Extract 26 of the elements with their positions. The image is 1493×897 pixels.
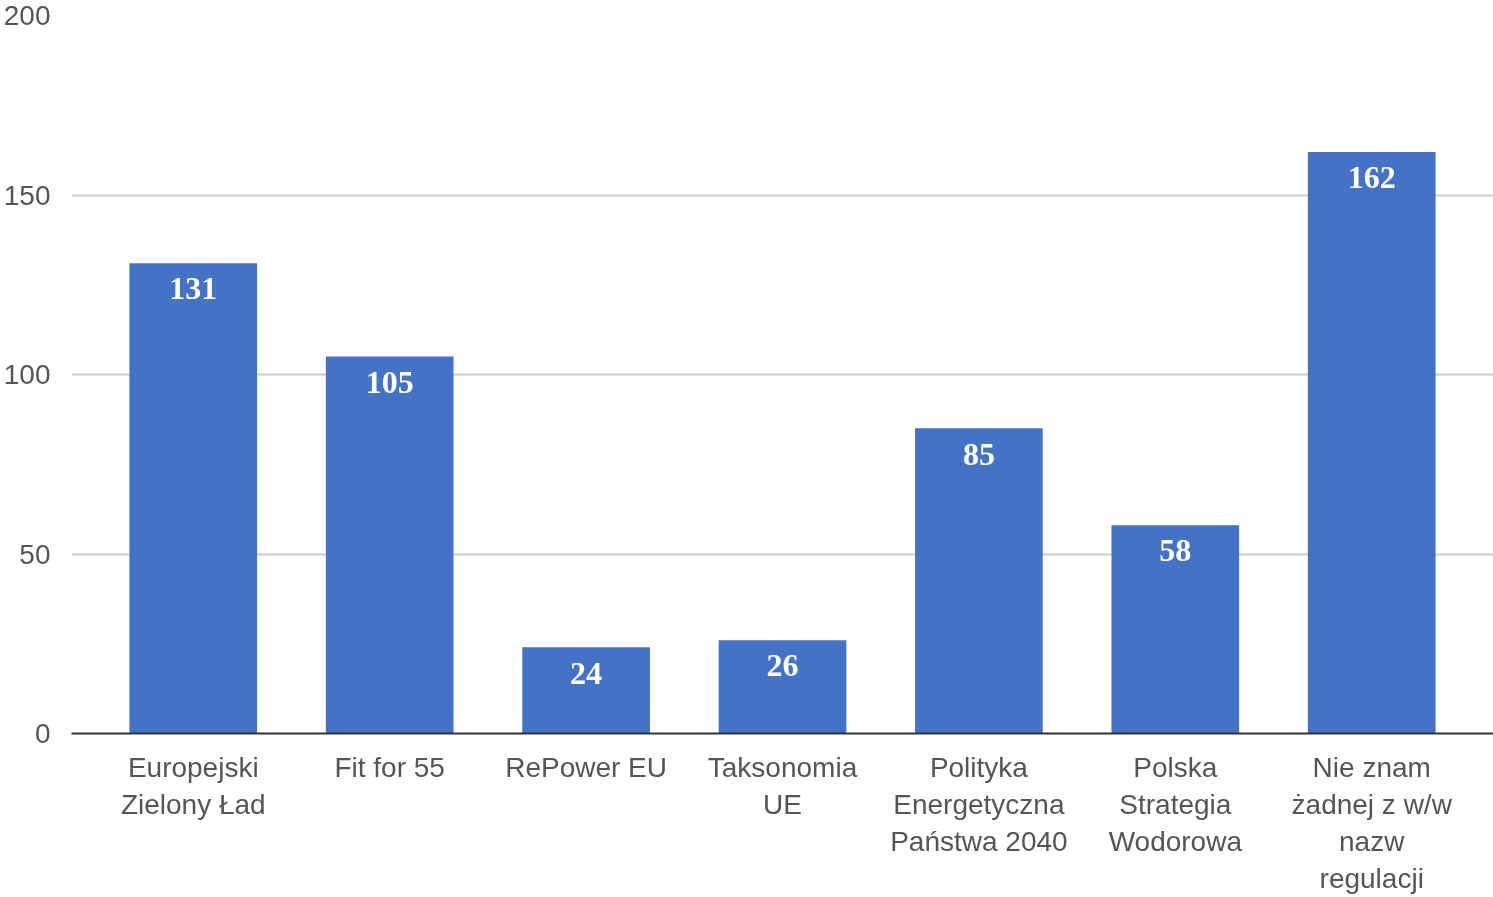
y-tick-label: 100 bbox=[3, 359, 51, 390]
x-tick-label: Europejski Zielony Ład bbox=[120, 751, 266, 820]
data-label: 131 bbox=[169, 270, 218, 307]
data-label: 24 bbox=[570, 654, 603, 691]
bar bbox=[718, 640, 847, 734]
bar bbox=[129, 263, 258, 734]
bar bbox=[522, 647, 650, 734]
data-label: 162 bbox=[1347, 159, 1396, 196]
x-tick-label: Fit for 55 bbox=[334, 751, 445, 783]
x-tick-label: Taksonomia UE bbox=[707, 751, 858, 820]
data-label: 105 bbox=[365, 363, 414, 400]
y-tick-label: 150 bbox=[3, 179, 51, 211]
data-label: 85 bbox=[962, 435, 995, 472]
bar bbox=[1111, 525, 1240, 734]
x-tick-label: Polska Strategia Wodorowa bbox=[1108, 751, 1243, 857]
bar bbox=[915, 428, 1043, 734]
y-tick-label: 50 bbox=[19, 538, 51, 570]
x-tick-label: Nie znam żadnej z w/w nazw regulacji bbox=[1291, 751, 1453, 895]
x-tick-label: Polityka Energetyczna Państwa 2040 bbox=[890, 751, 1068, 857]
bar bbox=[1307, 151, 1436, 734]
x-tick-label: RePower EU bbox=[505, 751, 668, 783]
data-label: 26 bbox=[766, 647, 799, 684]
y-tick-label: 0 bbox=[34, 718, 51, 749]
y-tick-label: 200 bbox=[3, 0, 51, 31]
bar bbox=[325, 356, 454, 734]
data-label: 58 bbox=[1159, 532, 1192, 569]
